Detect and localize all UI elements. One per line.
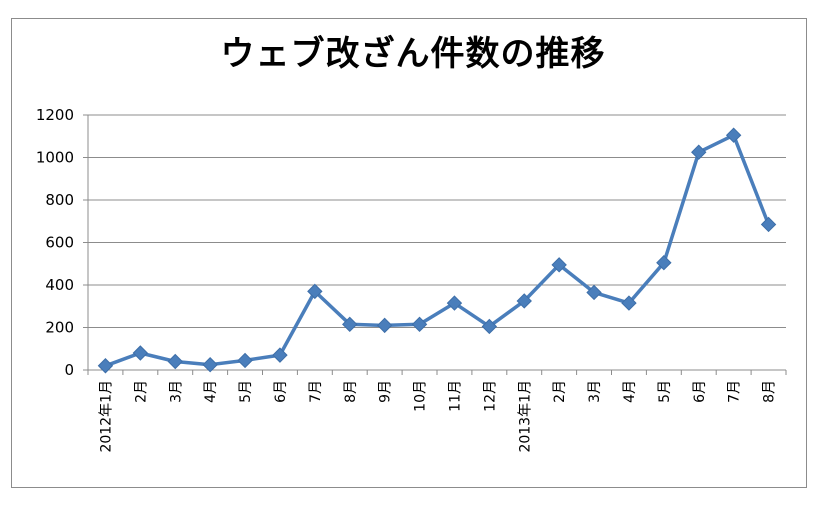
x-tick-label: 8月: [762, 380, 778, 403]
x-tick-label: 5月: [657, 380, 673, 403]
data-point-marker: [446, 295, 463, 311]
x-tick-label: 5月: [238, 380, 254, 403]
data-point-marker: [656, 254, 672, 271]
data-point-marker: [237, 352, 253, 369]
data-point-marker: [760, 216, 777, 233]
data-point-marker: [307, 283, 323, 300]
data-point-marker: [132, 345, 149, 361]
y-tick-label: 0: [64, 361, 74, 379]
x-tick-label: 2013年1月: [517, 380, 533, 453]
y-tick-label: 400: [45, 276, 74, 294]
data-point-marker: [551, 257, 567, 273]
data-point-marker: [167, 353, 183, 370]
data-point-marker: [272, 347, 288, 363]
x-tick-label: 4月: [622, 380, 638, 403]
series-line: [104, 133, 771, 368]
x-tick-label: 6月: [692, 380, 708, 403]
data-point-marker: [481, 318, 498, 335]
y-tick-label: 1200: [36, 106, 74, 124]
y-tick-label: 800: [45, 191, 74, 209]
data-point-marker: [621, 295, 637, 311]
data-point-marker: [202, 356, 218, 373]
chart-frame: [11, 18, 807, 488]
x-tick-label: 2月: [133, 380, 149, 403]
data-point-marker: [586, 284, 602, 301]
x-tick-label: 9月: [378, 380, 394, 403]
x-tick-label: 3月: [168, 380, 184, 403]
y-tick-label: 1000: [36, 149, 74, 167]
data-point-marker: [97, 358, 114, 374]
x-tick-label: 7月: [308, 380, 324, 403]
data-point-marker: [411, 316, 428, 333]
data-point-marker: [516, 293, 532, 309]
x-tick-label: 8月: [343, 380, 359, 403]
chart-title: ウェブ改ざん件数の推移: [220, 34, 606, 74]
x-tick-label: 2012年1月: [98, 380, 114, 453]
data-point-marker: [342, 316, 358, 333]
x-tick-label: 4月: [203, 380, 219, 403]
x-tick-label: 11月: [447, 380, 463, 412]
x-tick-label: 6月: [273, 380, 289, 403]
x-tick-label: 10月: [413, 380, 429, 412]
data-point-marker: [691, 144, 707, 160]
x-tick-label: 3月: [587, 380, 603, 403]
data-point-marker: [376, 317, 393, 334]
x-tick-label: 12月: [482, 380, 498, 412]
x-tick-label: 7月: [727, 380, 743, 403]
y-tick-label: 600: [45, 234, 74, 252]
data-point-marker: [725, 127, 742, 143]
x-tick-label: 2月: [552, 380, 568, 403]
y-tick-label: 200: [45, 319, 74, 337]
